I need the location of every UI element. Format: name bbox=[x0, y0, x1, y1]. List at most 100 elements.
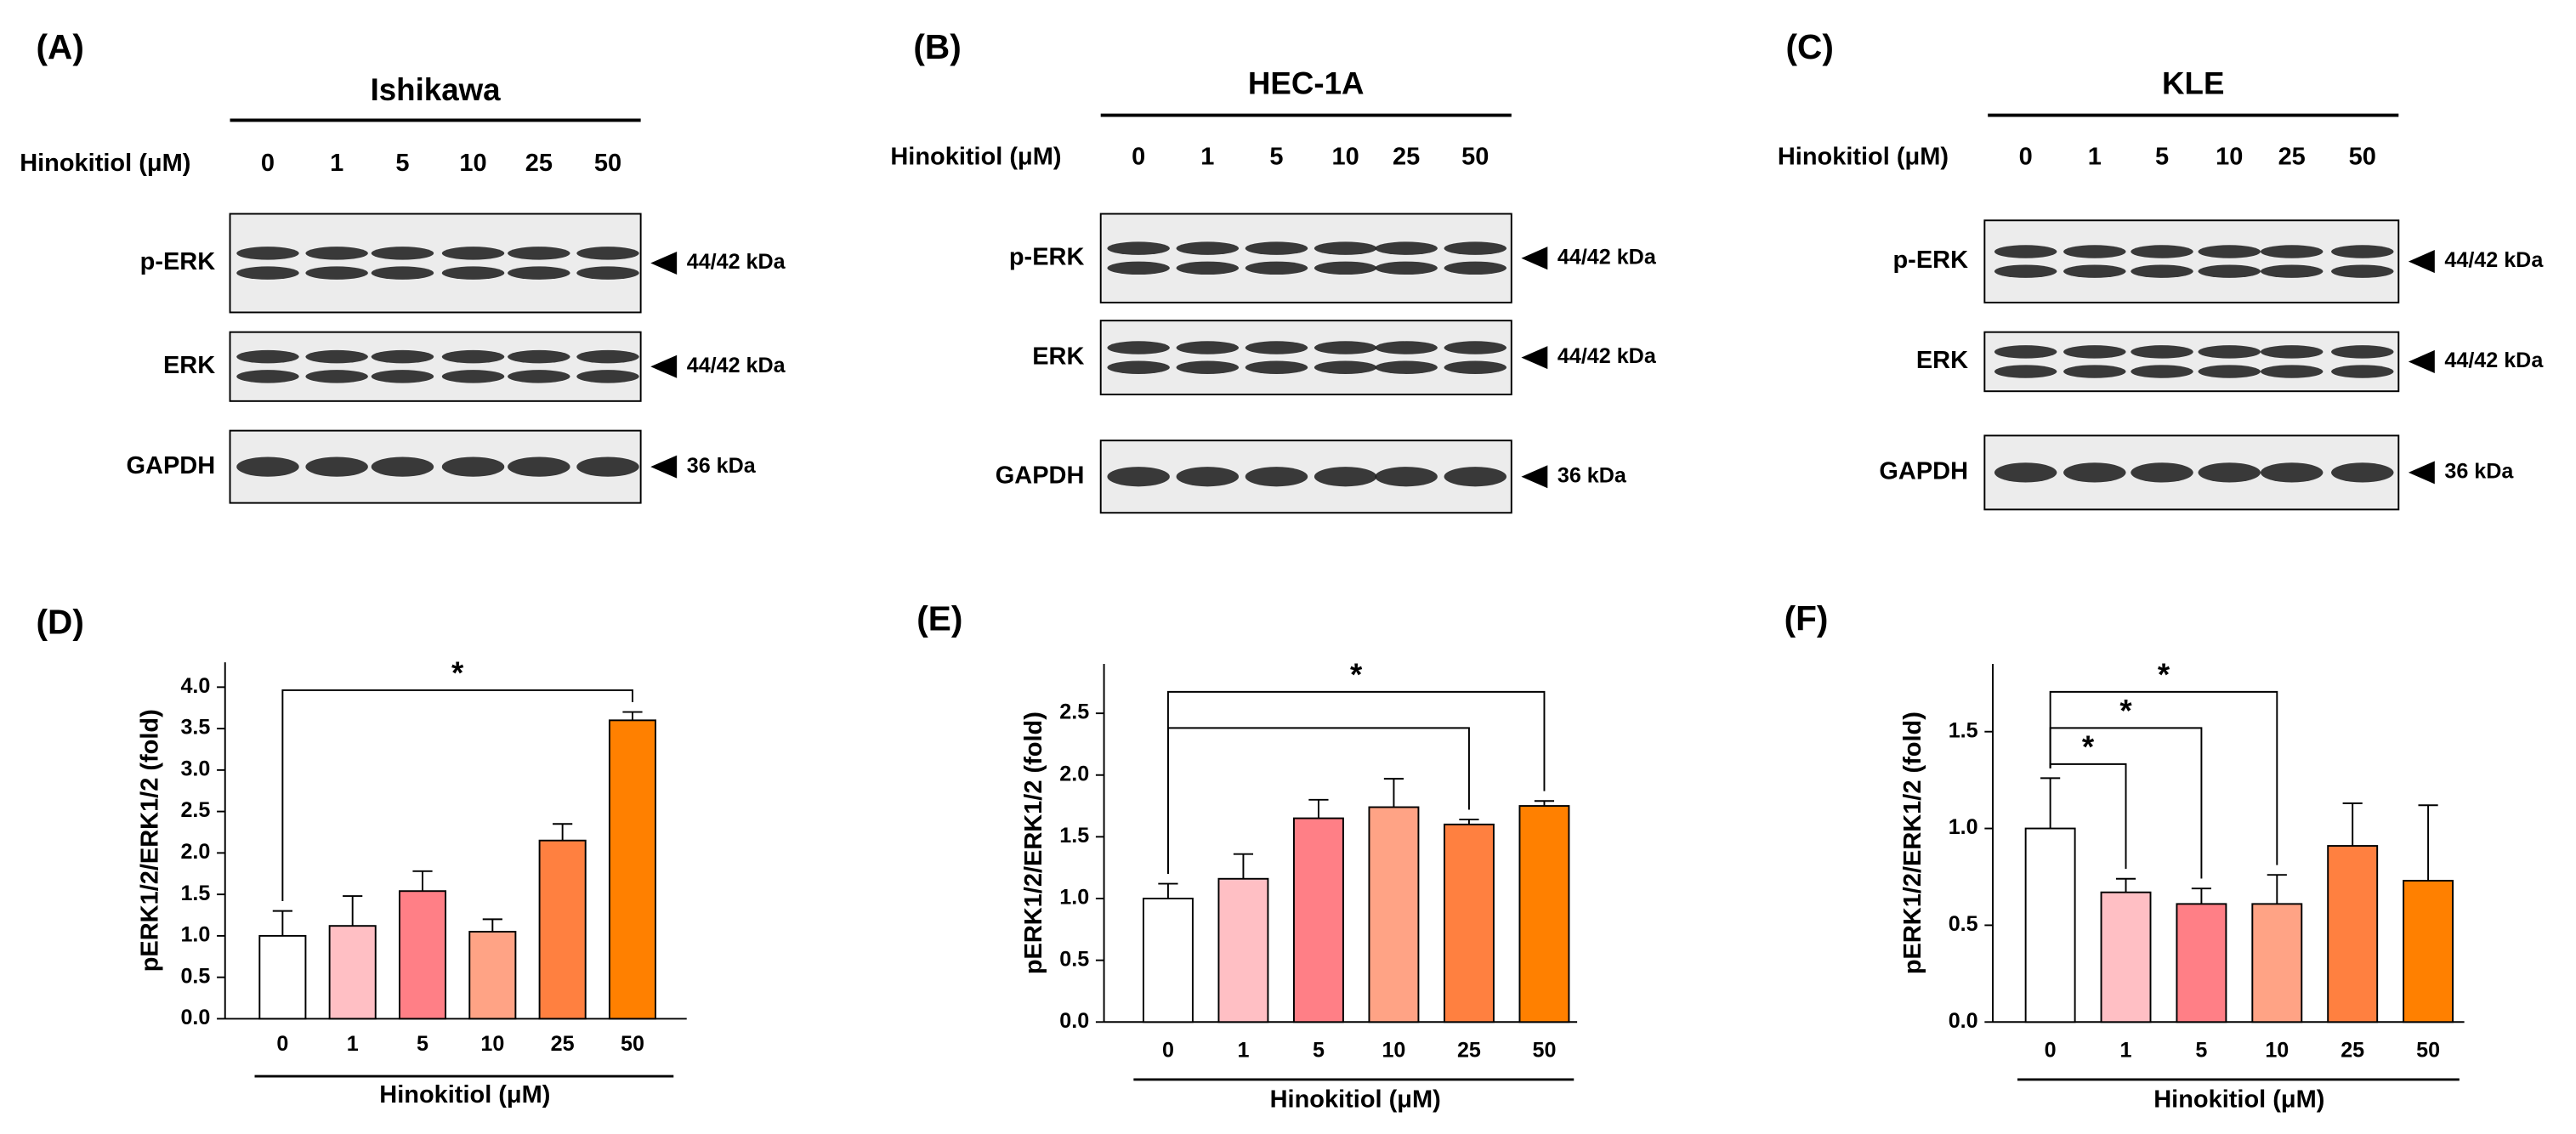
dose-label: 0 bbox=[2019, 143, 2033, 170]
band bbox=[441, 266, 505, 280]
protein-label: GAPDH bbox=[996, 462, 1085, 489]
band bbox=[305, 456, 368, 477]
x-tick-label: 50 bbox=[621, 1032, 644, 1056]
band bbox=[1994, 462, 2057, 483]
x-tick-label: 0 bbox=[2045, 1039, 2057, 1063]
y-tick-label: 0.5 bbox=[1059, 947, 1089, 971]
band bbox=[2198, 245, 2261, 258]
dose-label: 50 bbox=[2349, 143, 2376, 170]
blot-panel bbox=[229, 213, 642, 314]
band bbox=[1245, 467, 1308, 487]
x-tick-label: 5 bbox=[2195, 1039, 2207, 1063]
band bbox=[441, 456, 505, 477]
band bbox=[1994, 365, 2057, 378]
y-tick-label: 3.5 bbox=[180, 716, 210, 740]
x-tick-label: 25 bbox=[551, 1032, 575, 1056]
band bbox=[2331, 245, 2394, 258]
y-tick-label: 0.5 bbox=[1949, 912, 1978, 936]
arrow bbox=[1521, 346, 1548, 370]
panel-label: (A) bbox=[37, 27, 84, 66]
band bbox=[2131, 245, 2193, 258]
y-tick-label: 2.5 bbox=[1059, 700, 1089, 724]
band bbox=[1245, 261, 1308, 275]
x-tick-label: 25 bbox=[1457, 1039, 1481, 1063]
band bbox=[371, 370, 434, 383]
band bbox=[1994, 264, 2057, 278]
cell-line: Ishikawa bbox=[371, 72, 502, 107]
protein-label: ERK bbox=[163, 352, 215, 379]
band bbox=[2331, 264, 2394, 278]
significance-mark: * bbox=[1350, 657, 1363, 692]
bar bbox=[608, 719, 656, 1020]
arrow bbox=[1521, 247, 1548, 270]
band bbox=[441, 349, 505, 364]
bar bbox=[468, 931, 517, 1020]
dose-label: 25 bbox=[525, 150, 553, 177]
y-axis-label: pERK1/2/ERK1/2 (fold) bbox=[1020, 712, 1047, 974]
bar bbox=[2100, 891, 2152, 1023]
arrow bbox=[1521, 465, 1548, 489]
y-tick-label: 1.5 bbox=[1949, 718, 1978, 742]
size-label: 44/42 kDa bbox=[687, 354, 786, 377]
size-label: 44/42 kDa bbox=[2444, 248, 2544, 272]
x-tick-label: 50 bbox=[1532, 1039, 1556, 1063]
blot-panel bbox=[1099, 213, 1512, 303]
band bbox=[371, 247, 434, 260]
band bbox=[2260, 462, 2324, 483]
band bbox=[2063, 345, 2126, 359]
y-tick-label: 4.0 bbox=[180, 674, 210, 698]
y-tick-label: 2.0 bbox=[1059, 762, 1089, 785]
band bbox=[305, 349, 368, 364]
band bbox=[576, 370, 639, 383]
dose-label: 10 bbox=[1332, 143, 1359, 170]
band bbox=[236, 370, 299, 383]
size-label: 44/42 kDa bbox=[2444, 349, 2544, 372]
blot-panel bbox=[1983, 219, 2400, 303]
y-tick-label: 3.0 bbox=[180, 757, 210, 780]
blot-panel bbox=[229, 429, 642, 504]
band bbox=[1176, 467, 1240, 487]
x-axis-label: Hinokitiol (μM) bbox=[1270, 1086, 1441, 1114]
x-tick-label: 1 bbox=[1237, 1039, 1249, 1063]
dose-label: 50 bbox=[594, 150, 621, 177]
y-tick-label: 1.0 bbox=[1059, 886, 1089, 910]
band bbox=[2198, 345, 2261, 359]
panel-label: (D) bbox=[37, 602, 84, 641]
arrow bbox=[650, 455, 678, 479]
band bbox=[1245, 360, 1308, 374]
band bbox=[371, 266, 434, 280]
band bbox=[1314, 467, 1377, 487]
bar bbox=[1292, 817, 1344, 1023]
band bbox=[2131, 345, 2193, 359]
y-tick-label: 1.5 bbox=[1059, 824, 1089, 848]
band bbox=[236, 456, 299, 477]
band bbox=[1314, 241, 1377, 255]
bar bbox=[2176, 903, 2227, 1023]
band bbox=[1176, 341, 1240, 354]
bar bbox=[1518, 805, 1570, 1023]
band bbox=[1375, 261, 1438, 275]
x-tick-label: 5 bbox=[417, 1032, 428, 1056]
size-label: 44/42 kDa bbox=[1558, 245, 1657, 269]
dose-label: 25 bbox=[1393, 143, 1420, 170]
dose-label: 1 bbox=[330, 150, 343, 177]
dose-label: 5 bbox=[1269, 143, 1283, 170]
dose-label: 0 bbox=[261, 150, 275, 177]
dose-label: 1 bbox=[1200, 143, 1214, 170]
blot-panel bbox=[1099, 320, 1512, 396]
significance-mark: * bbox=[2082, 729, 2095, 764]
dose-label: 50 bbox=[1461, 143, 1489, 170]
bar bbox=[2403, 880, 2454, 1023]
x-tick-label: 0 bbox=[1162, 1039, 1174, 1063]
bar bbox=[398, 890, 447, 1020]
y-tick-label: 1.0 bbox=[180, 923, 210, 947]
band bbox=[1107, 467, 1170, 487]
band bbox=[2063, 264, 2126, 278]
band bbox=[1444, 360, 1507, 374]
treatment-label: Hinokitiol (μM) bbox=[1778, 143, 1949, 170]
size-label: 44/42 kDa bbox=[687, 250, 786, 274]
arrow bbox=[2408, 250, 2435, 274]
bar bbox=[1368, 806, 1420, 1023]
y-tick-label: 0.0 bbox=[1949, 1009, 1978, 1033]
